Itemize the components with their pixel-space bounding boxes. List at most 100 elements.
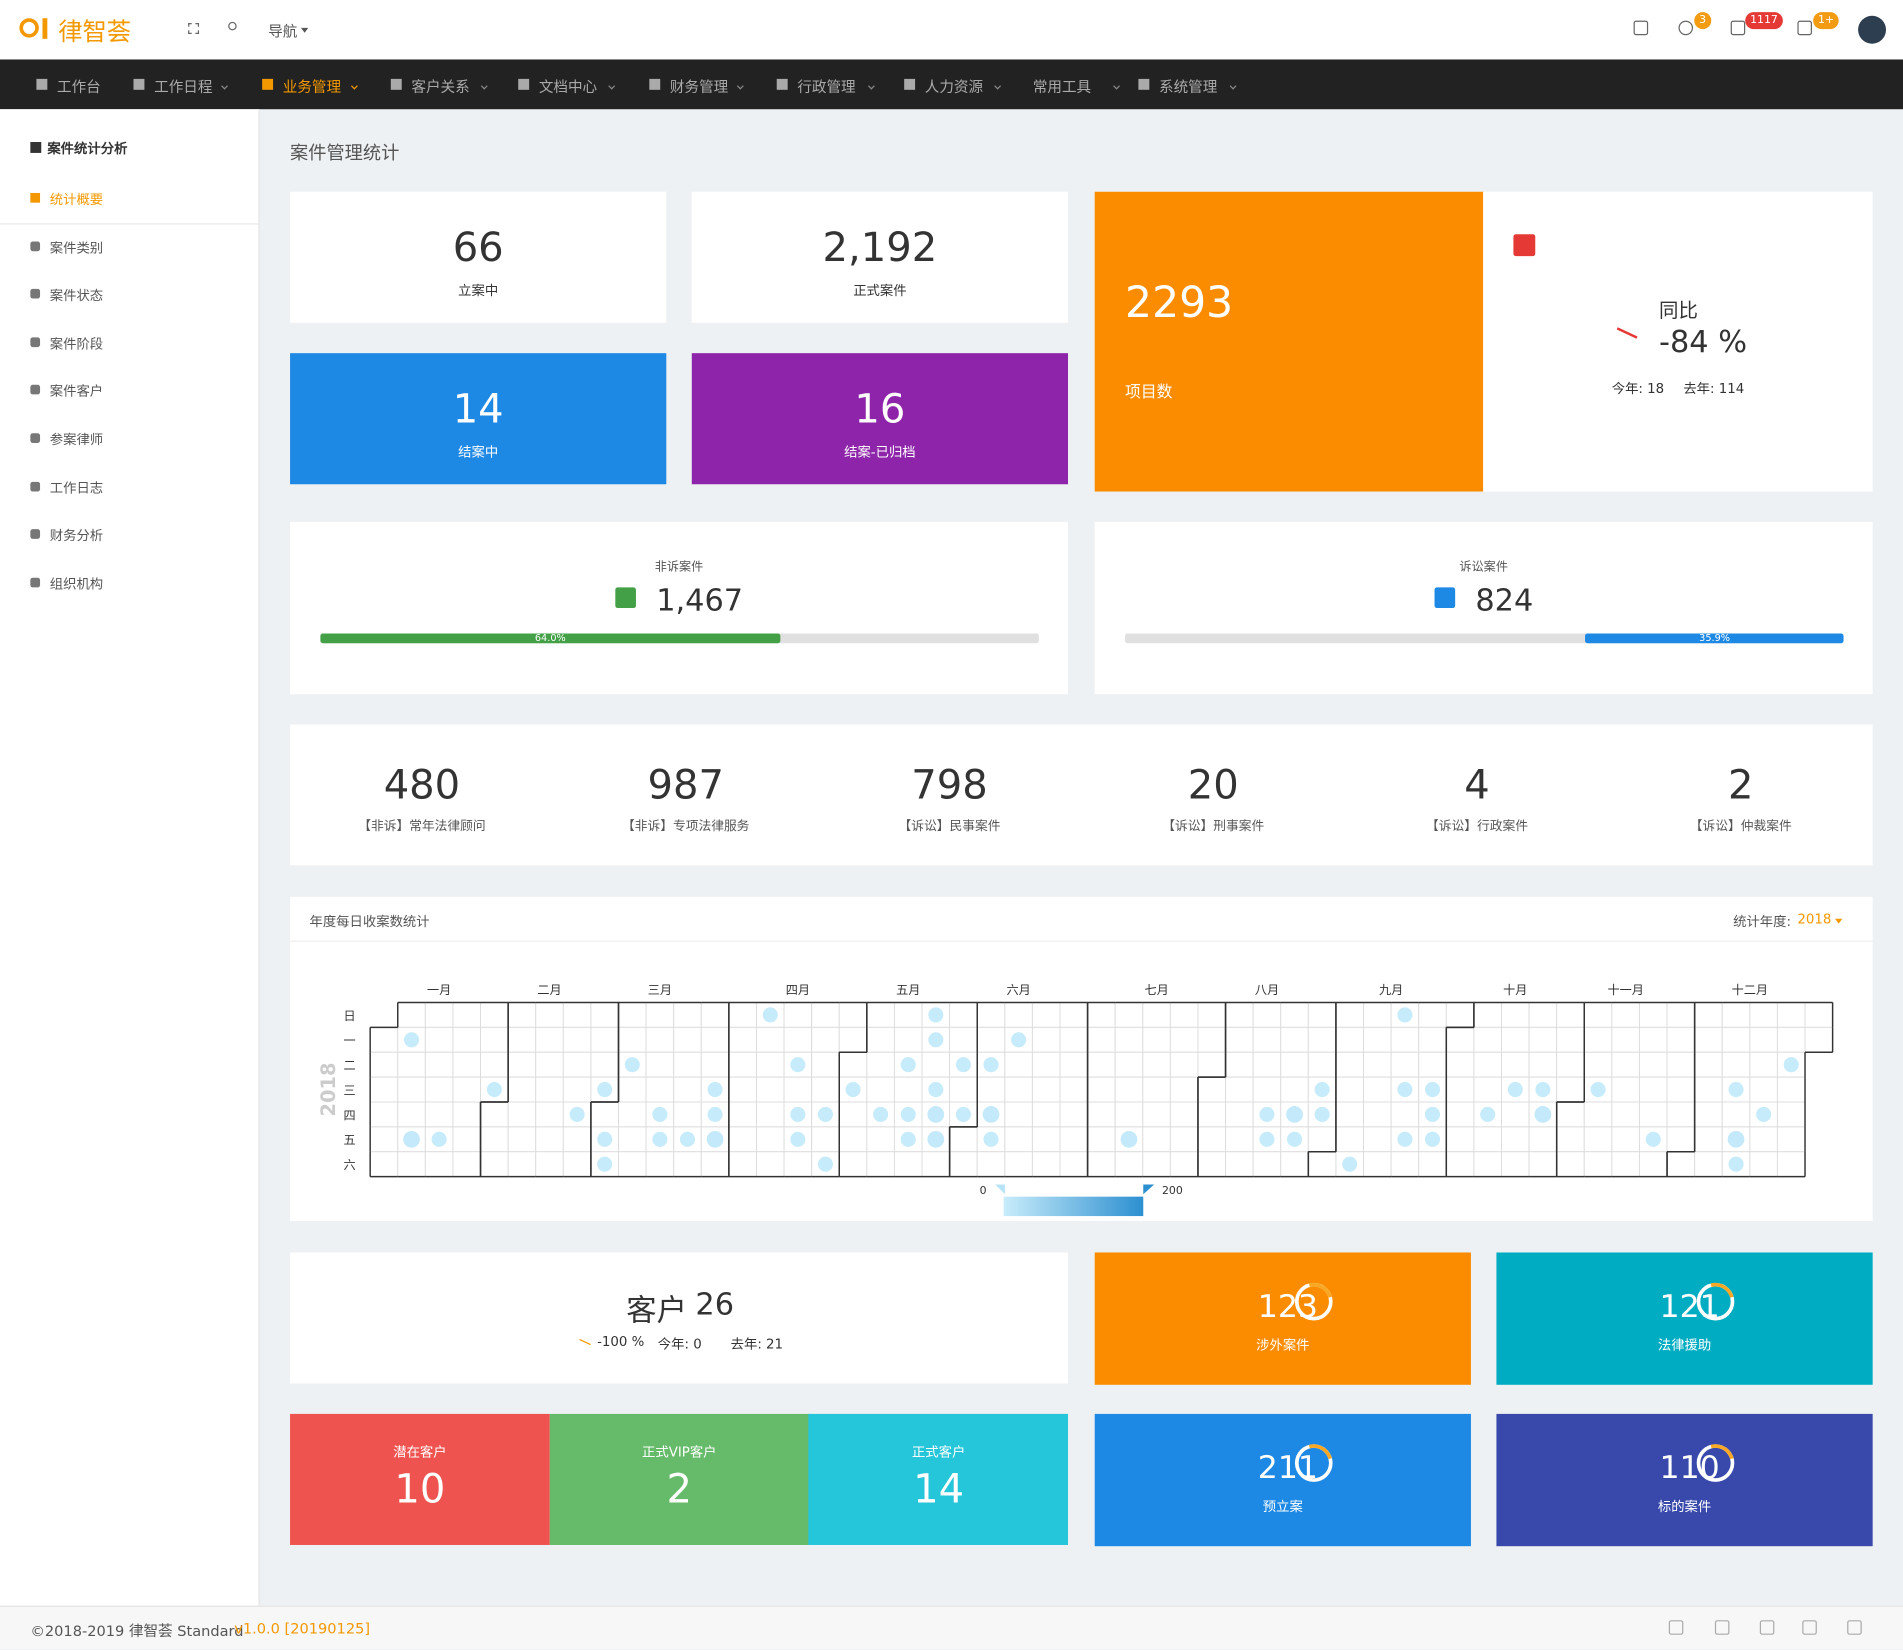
menu-label: 业务管理	[282, 78, 342, 96]
sidebar-item[interactable]: 工作日志	[0, 469, 259, 505]
progress-fill: 64.0%	[320, 632, 781, 644]
yoy-this-year: 今年: 18	[1611, 381, 1665, 397]
sidebar-item-icon	[30, 289, 41, 299]
stat-value: 16	[854, 384, 906, 433]
page-title: 案件管理统计	[290, 141, 400, 164]
sidebar-item[interactable]: 统计概要	[0, 181, 259, 217]
menu-label: 财务管理	[669, 78, 729, 96]
case-type-label: 【诉讼】行政案件	[1426, 819, 1528, 834]
sidebar-item-label: 案件类别	[49, 239, 104, 256]
footer-icon[interactable]	[1668, 1620, 1684, 1635]
sidebar-item-icon	[30, 385, 41, 395]
year-label: 统计年度:	[1733, 913, 1792, 930]
menu-icon	[36, 78, 48, 90]
ring-card-value: 121	[1659, 1288, 1720, 1326]
menu-caret	[608, 82, 616, 90]
header-icon[interactable]	[1633, 20, 1649, 36]
logo-icon-bar	[42, 18, 48, 39]
footer-icon[interactable]	[1759, 1620, 1775, 1635]
menu-caret	[480, 82, 488, 90]
stat-value: 2,192	[822, 223, 938, 271]
menu-label: 工作日程	[154, 78, 213, 96]
menu-label: 系统管理	[1159, 78, 1218, 96]
year-select[interactable]: 2018	[1797, 911, 1832, 928]
sidebar-icon	[30, 141, 42, 153]
stat-value: 66	[452, 223, 504, 271]
menu-label: 文档中心	[538, 78, 598, 96]
ring-icon	[1294, 1444, 1333, 1482]
badge: 3	[1694, 12, 1711, 30]
header-icon[interactable]	[1797, 20, 1812, 36]
case-type-label: 【诉讼】仲裁案件	[1689, 819, 1792, 834]
header-icon[interactable]	[1730, 20, 1746, 36]
ring-icon	[1294, 1282, 1333, 1321]
calendar-panel: 年度每日收案数统计 统计年度: 2018	[290, 896, 1873, 1221]
menu-bar: 工作台 工作日程 业务管理 客户关系 文档中心 财务管理 行政管理 人力资源 常用工具 系统管理	[0, 59, 1903, 110]
progress-card: 诉讼案件 824 35.9%	[1094, 521, 1873, 695]
fullscreen-icon[interactable]	[188, 23, 200, 34]
customer-this-year: 今年: 0	[657, 1336, 702, 1353]
progress-value-group: 1,467	[614, 583, 743, 618]
progress-icon	[614, 587, 636, 609]
stat-card: 14 结案中	[290, 353, 667, 485]
progress-label: 35.9%	[1699, 632, 1731, 644]
footer-copyright: ©2018-2019 律智荟 Standard	[30, 1622, 244, 1640]
projects-label: 项目数	[1125, 383, 1173, 402]
case-type-label: 【非诉】常年法律顾问	[358, 819, 486, 834]
sidebar-item[interactable]: 案件阶段	[0, 325, 259, 361]
calendar-title: 年度每日收案数统计	[309, 913, 430, 930]
menu-caret	[1229, 82, 1237, 90]
stat-card: 66 立案中	[290, 191, 667, 323]
progress-value-row: 824	[1095, 583, 1873, 619]
menu-label: 常用工具	[1032, 78, 1092, 96]
ring-card: 123 涉外案件	[1094, 1252, 1471, 1385]
menu-caret	[994, 82, 1002, 90]
logo: 律智荟	[58, 16, 132, 47]
sidebar-item[interactable]: 案件状态	[0, 277, 259, 313]
sidebar-item[interactable]: 财务分析	[0, 517, 259, 553]
customer-type-label: 正式VIP客户	[642, 1444, 717, 1461]
sidebar-item[interactable]: 组织机构	[0, 565, 259, 601]
menu-icon	[776, 78, 788, 90]
badge: 1117	[1745, 12, 1783, 30]
sidebar-item-label: 案件客户	[49, 383, 104, 400]
footer-icon[interactable]	[1802, 1620, 1817, 1635]
customer-change: -100 %	[597, 1333, 645, 1350]
sidebar-item-label: 案件阶段	[49, 335, 104, 352]
customer-type-value: 10	[394, 1464, 446, 1513]
menu-label: 客户关系	[411, 78, 470, 96]
progress-value-row: 1,467	[290, 583, 1068, 619]
nav-dropdown[interactable]: 导航	[268, 23, 298, 41]
yoy-last-year: 去年: 114	[1683, 381, 1745, 397]
menu-caret	[350, 82, 358, 90]
avatar[interactable]	[1858, 15, 1887, 44]
sidebar: 案件统计分析 统计概要 案件类别 案件状态 案件阶段 案件客户 参案律师 工作日志 财务分析 组织…	[0, 109, 260, 1606]
yoy-arrow	[1612, 327, 1638, 348]
search-icon[interactable]	[228, 21, 237, 31]
sidebar-item[interactable]: 案件客户	[0, 373, 259, 409]
header-icon[interactable]	[1678, 20, 1694, 36]
sidebar-item-icon	[30, 577, 41, 588]
menu-icon	[904, 78, 916, 90]
sidebar-item[interactable]: 参案律师	[0, 421, 259, 457]
menu-icon	[649, 78, 661, 90]
case-type-value: 20	[1187, 760, 1239, 809]
yoy-value: -84 %	[1659, 324, 1748, 360]
footer-icon[interactable]	[1847, 1620, 1862, 1635]
progress-value-group: 824	[1434, 583, 1533, 618]
ring-card-label: 标的案件	[1657, 1498, 1712, 1515]
case-type-value: 987	[647, 760, 724, 809]
sidebar-item-label: 财务分析	[49, 528, 104, 544]
ring-icon	[1696, 1282, 1735, 1321]
stat-card: 16 结案-已归档	[691, 353, 1069, 485]
menu-icon	[390, 78, 402, 90]
yoy-card: 同比 -84 % 今年: 18 去年: 114	[1483, 191, 1873, 492]
progress-icon	[1434, 587, 1455, 609]
footer-icon[interactable]	[1714, 1620, 1730, 1635]
progress-label: 64.0%	[534, 632, 566, 644]
sidebar-item-icon	[30, 337, 41, 347]
menu-caret	[1113, 82, 1120, 90]
sidebar-item-icon	[30, 481, 41, 492]
sidebar-item[interactable]: 案件类别	[0, 229, 259, 265]
